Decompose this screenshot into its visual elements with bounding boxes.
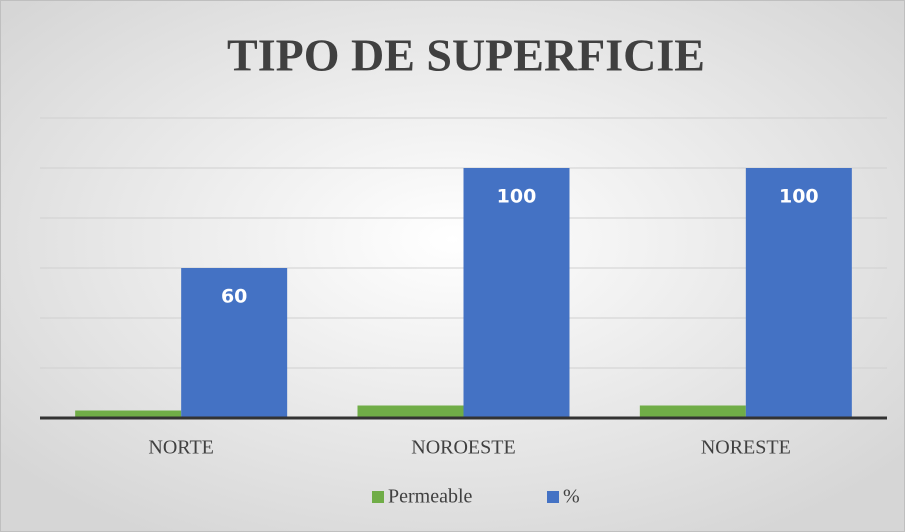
legend-label: % xyxy=(563,486,580,508)
x-tick-label: NORESTE xyxy=(701,437,791,459)
data-label: 100 xyxy=(497,186,537,208)
legend-swatch xyxy=(547,491,559,503)
data-label: 100 xyxy=(779,186,819,208)
legend-swatch xyxy=(372,491,384,503)
bar xyxy=(745,168,852,418)
bar xyxy=(463,168,570,418)
data-label: 60 xyxy=(221,286,247,308)
chart-title: TIPO DE SUPERFICIE xyxy=(227,30,705,81)
bar xyxy=(75,410,182,418)
x-tick-label: NORTE xyxy=(148,437,213,459)
x-tick-label: NOROESTE xyxy=(411,437,515,459)
bar xyxy=(639,405,746,418)
legend-label: Permeable xyxy=(388,486,473,508)
bar xyxy=(357,405,464,418)
bar xyxy=(181,268,288,418)
